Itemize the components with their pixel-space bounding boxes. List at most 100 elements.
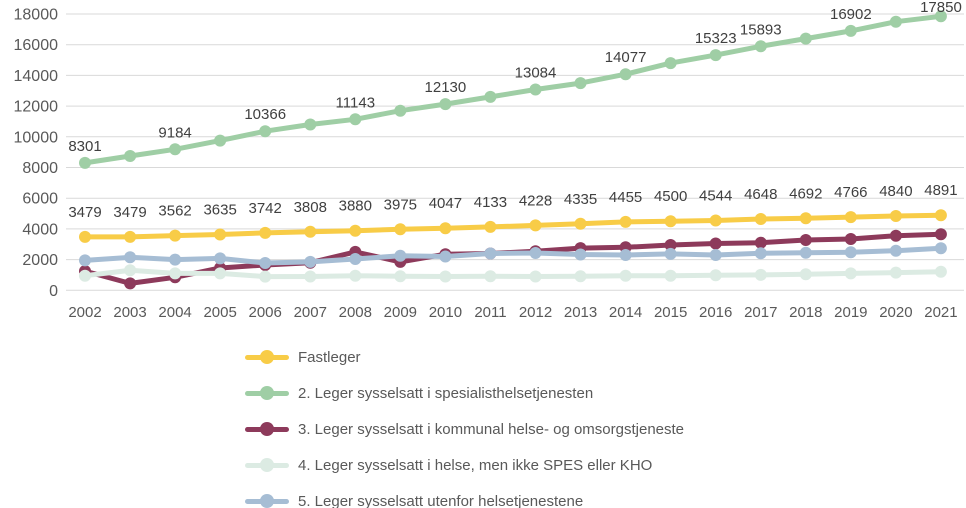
legend-line-marker-icon xyxy=(245,458,289,472)
series-1 xyxy=(79,10,947,169)
data-label: 3808 xyxy=(294,199,327,216)
data-point-marker xyxy=(394,223,407,236)
data-point-marker xyxy=(394,249,407,262)
data-label: 16902 xyxy=(830,6,872,23)
data-point-marker xyxy=(259,257,272,269)
data-point-marker xyxy=(889,266,902,279)
data-point-marker xyxy=(574,77,587,90)
data-point-marker xyxy=(664,215,677,228)
data-label: 14077 xyxy=(605,49,647,66)
x-tick-label: 2002 xyxy=(68,304,101,321)
data-point-marker xyxy=(259,125,272,138)
x-tick-label: 2021 xyxy=(924,304,957,321)
y-tick-label: 8000 xyxy=(22,160,58,177)
legend-label: 4. Leger sysselsatt i helse, men ikke SP… xyxy=(298,456,653,474)
data-point-marker xyxy=(889,244,902,257)
legend-label: 2. Leger sysselsatt i spesialisthelsetje… xyxy=(298,384,594,402)
data-point-marker xyxy=(484,247,497,260)
data-point-marker xyxy=(529,83,542,96)
data-point-marker xyxy=(664,239,677,251)
data-point-marker xyxy=(304,270,317,283)
data-point-marker xyxy=(889,210,902,222)
data-point-marker xyxy=(844,211,857,224)
line-chart: 0 2000 4000 6000 8000 10000 12000 14000 16000 180… xyxy=(14,0,964,321)
data-point-marker xyxy=(304,118,317,131)
data-point-marker xyxy=(304,255,317,268)
data-point-marker xyxy=(799,246,812,259)
data-point-marker xyxy=(799,234,812,246)
data-label: 4228 xyxy=(519,192,552,209)
data-label: 12130 xyxy=(425,79,467,96)
x-tick-label: 2014 xyxy=(609,304,642,321)
series-line xyxy=(82,212,944,240)
data-point-marker xyxy=(664,269,677,282)
data-point-marker xyxy=(439,222,452,235)
data-label: 9184 xyxy=(158,124,191,141)
y-tick-label: 14000 xyxy=(14,68,59,85)
data-point-marker xyxy=(529,270,542,283)
y-tick-label: 0 xyxy=(49,283,58,300)
x-tick-label: 2017 xyxy=(744,304,777,321)
legend-item-kommunal: 3. Leger sysselsatt i kommunal helse- og… xyxy=(245,411,684,447)
data-label: 3562 xyxy=(158,203,191,220)
y-tick-label: 4000 xyxy=(22,221,58,238)
data-label: 4133 xyxy=(474,194,507,211)
data-point-marker xyxy=(844,267,857,280)
data-point-marker xyxy=(214,228,227,241)
data-point-marker xyxy=(709,237,722,250)
data-point-marker xyxy=(709,269,722,282)
data-point-marker xyxy=(934,265,947,278)
legend-item-helse-ikke-spes-kho: 4. Leger sysselsatt i helse, men ikke SP… xyxy=(245,447,684,483)
data-point-marker xyxy=(169,229,182,242)
data-point-marker xyxy=(709,249,722,261)
data-point-marker xyxy=(754,247,767,260)
data-label: 8301 xyxy=(68,138,101,155)
data-point-marker xyxy=(349,269,362,282)
data-point-marker xyxy=(124,230,137,243)
data-label: 17850 xyxy=(920,0,962,16)
data-label: 10366 xyxy=(244,106,286,123)
data-point-marker xyxy=(214,134,227,147)
data-label: 3742 xyxy=(249,200,282,217)
data-point-marker xyxy=(79,254,91,267)
x-tick-label: 2006 xyxy=(249,304,282,321)
data-label: 3479 xyxy=(68,204,101,221)
data-point-marker xyxy=(169,267,182,280)
data-point-marker xyxy=(889,15,902,28)
data-point-marker xyxy=(259,226,272,239)
data-label: 4766 xyxy=(834,184,867,201)
data-point-marker xyxy=(754,40,767,53)
x-tick-label: 2013 xyxy=(564,304,597,321)
chart-legend: Fastleger 2. Leger sysselsatt i spesiali… xyxy=(245,339,684,508)
legend-line-marker-icon xyxy=(245,494,289,508)
x-tick-label: 2016 xyxy=(699,304,732,321)
x-axis-tick-labels: 2002 2003 2004 2005 2006 2007 2008 2009 2010 2011… xyxy=(68,304,957,321)
data-label: 4335 xyxy=(564,191,597,208)
x-tick-label: 2020 xyxy=(879,304,912,321)
data-point-marker xyxy=(934,10,947,23)
data-point-marker xyxy=(124,251,137,264)
data-point-marker xyxy=(799,212,812,225)
legend-label: Fastleger xyxy=(298,348,361,366)
data-label: 4891 xyxy=(924,182,957,199)
data-point-marker xyxy=(574,217,587,230)
y-tick-label: 12000 xyxy=(14,99,59,116)
data-label: 4455 xyxy=(609,189,642,206)
y-tick-label: 6000 xyxy=(22,191,58,208)
x-tick-label: 2005 xyxy=(203,304,236,321)
series-3 xyxy=(79,264,947,283)
data-point-marker xyxy=(619,215,632,228)
data-label: 15893 xyxy=(740,21,782,38)
x-tick-label: 2012 xyxy=(519,304,552,321)
x-tick-label: 2008 xyxy=(339,304,372,321)
data-point-marker xyxy=(754,213,767,225)
data-point-marker xyxy=(664,57,677,70)
data-label: 4692 xyxy=(789,185,822,202)
data-point-marker xyxy=(439,250,452,263)
data-label: 4047 xyxy=(429,195,462,212)
legend-line-marker-icon xyxy=(245,386,289,400)
series-line xyxy=(82,267,944,280)
data-point-marker xyxy=(799,32,812,45)
data-point-marker xyxy=(664,247,677,260)
y-tick-label: 16000 xyxy=(14,37,59,54)
